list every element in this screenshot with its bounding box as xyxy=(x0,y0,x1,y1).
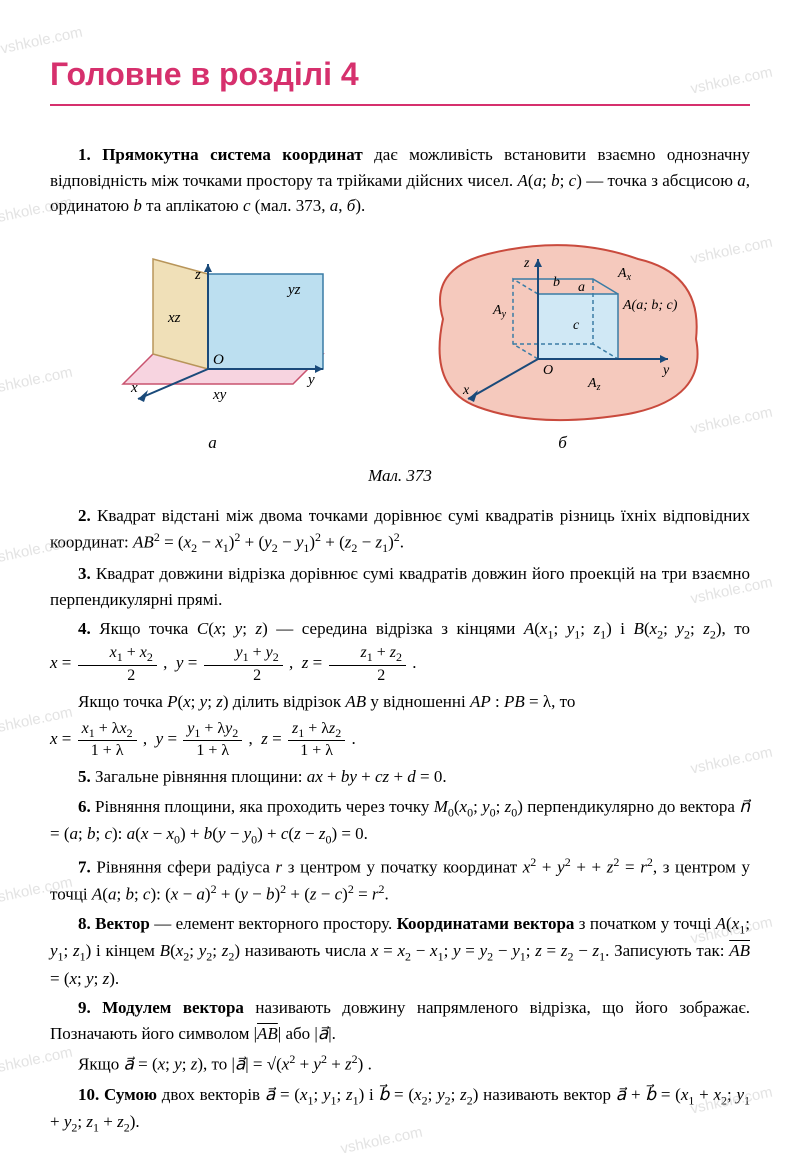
paragraph-3: 3. Квадрат довжини відрізка дорівнює сум… xyxy=(50,561,750,612)
point-projection-diagram: O y z x Ax Ay Az A(a; b; c) a b c xyxy=(418,239,708,424)
paragraph-10: 10. Сумою двох векторів a⃗ = (x1; y1; z1… xyxy=(50,1082,750,1137)
item-num: 8. xyxy=(78,914,91,933)
paragraph-5: 5. Загальне рівняння площини: ax + by + … xyxy=(50,764,750,790)
text: Загальне рівняння площини: xyxy=(91,767,307,786)
text: i кінцем xyxy=(91,941,159,960)
paragraph-6: 6. Рівняння площини, яка проходить через… xyxy=(50,794,750,849)
text: i xyxy=(612,619,634,638)
coord-planes-diagram: O y z x xz yz xy xyxy=(93,244,333,424)
svg-text:z: z xyxy=(523,256,530,271)
text: або xyxy=(281,1024,314,1043)
text: Рівняння площини, яка проходить через то… xyxy=(91,797,434,816)
paragraph-8: 8. Вектор — елемент векторного простору.… xyxy=(50,911,750,991)
text: Квадрат довжини відрізка дорівнює сумі к… xyxy=(50,564,750,609)
text: двох векторів xyxy=(157,1085,265,1104)
paragraph-4b: Якщо точка P(x; y; z) ділить відрізок AB… xyxy=(50,689,750,715)
text: з початком у точці xyxy=(574,914,715,933)
item-num: 3. xyxy=(78,564,91,583)
svg-text:x: x xyxy=(462,383,470,398)
text: Якщо xyxy=(78,1055,123,1074)
svg-text:yz: yz xyxy=(286,282,301,298)
paragraph-1: 1. Прямокутна система координат дає можл… xyxy=(50,142,750,219)
svg-text:b: b xyxy=(553,275,560,290)
section-heading: Головне в розділі 4 xyxy=(50,50,750,106)
text: Рівняння сфери радіуса xyxy=(91,857,276,876)
sub-label-b: б xyxy=(418,430,708,456)
paragraph-4c: x = x1 + λx21 + λ , y = y1 + λy21 + λ , … xyxy=(50,719,750,761)
paragraph-9: 9. Модулем вектора називають довжину нап… xyxy=(50,995,750,1046)
svg-text:x: x xyxy=(130,380,138,396)
item-num: 9. xyxy=(78,998,91,1017)
svg-text:a: a xyxy=(578,280,585,295)
text: Якщо точка xyxy=(78,692,167,711)
figures-row: O y z x xz yz xy а xyxy=(50,239,750,456)
svg-text:c: c xyxy=(573,318,580,333)
paragraph-7: 7. Рівняння сфери радіуса r з центром у … xyxy=(50,853,750,907)
svg-text:y: y xyxy=(661,363,670,378)
svg-text:z: z xyxy=(194,267,201,283)
text: i xyxy=(364,1085,378,1104)
text: Якщо точка xyxy=(91,619,197,638)
text: , то xyxy=(722,619,750,638)
text: — точка з абсцисою xyxy=(582,171,737,190)
text: та аплікатою xyxy=(142,196,243,215)
term: Прямокутна система координат xyxy=(102,145,362,164)
svg-text:A(a; b; c): A(a; b; c) xyxy=(622,298,678,313)
svg-text:O: O xyxy=(543,363,553,378)
text: з центром у початку координат xyxy=(282,857,523,876)
sub-label-a: а xyxy=(93,430,333,456)
item-num: 1. xyxy=(78,145,91,164)
item-num: 2. xyxy=(78,506,91,525)
figure-a: O y z x xz yz xy а xyxy=(93,244,333,456)
figure-caption: Мал. 373 xyxy=(50,463,750,489)
svg-text:y: y xyxy=(306,372,315,388)
text: — середина відрізка з кінцями xyxy=(268,619,524,638)
text: Квадрат відстані між двома точками дорів… xyxy=(50,506,750,552)
term: Сумою xyxy=(104,1085,157,1104)
paragraph-9b: Якщо a⃗ = (x; y; z), то |a⃗| = √(x2 + y2… xyxy=(50,1050,750,1077)
text: називають вектор xyxy=(478,1085,611,1104)
text: ділить відрізок xyxy=(228,692,345,711)
text: — елемент векторного простору. xyxy=(150,914,397,933)
text: . Записують так: xyxy=(605,941,729,960)
figure-b: O y z x Ax Ay Az A(a; b; c) a b c б xyxy=(418,239,708,456)
svg-text:xy: xy xyxy=(212,387,227,403)
item-num: 7. xyxy=(78,857,91,876)
term: Модулем вектора xyxy=(102,998,244,1017)
text: (мал. 373, xyxy=(251,196,330,215)
paragraph-4: 4. Якщо точка C(x; y; z) — середина відр… xyxy=(50,616,750,685)
text: , то xyxy=(203,1055,231,1074)
term: Координатами вектора xyxy=(397,914,575,933)
text: у відношенні xyxy=(366,692,470,711)
term: Вектор xyxy=(95,914,150,933)
item-num: 10. xyxy=(78,1085,99,1104)
paragraph-2: 2. Квадрат відстані між двома точками до… xyxy=(50,503,750,558)
text: перпендикулярно до вектора xyxy=(523,797,739,816)
svg-text:O: O xyxy=(213,352,224,368)
item-num: 6. xyxy=(78,797,91,816)
svg-text:xz: xz xyxy=(167,310,181,326)
item-num: 5. xyxy=(78,767,91,786)
text: називають числа xyxy=(240,941,371,960)
item-num: 4. xyxy=(78,619,91,638)
text: , то xyxy=(551,692,575,711)
